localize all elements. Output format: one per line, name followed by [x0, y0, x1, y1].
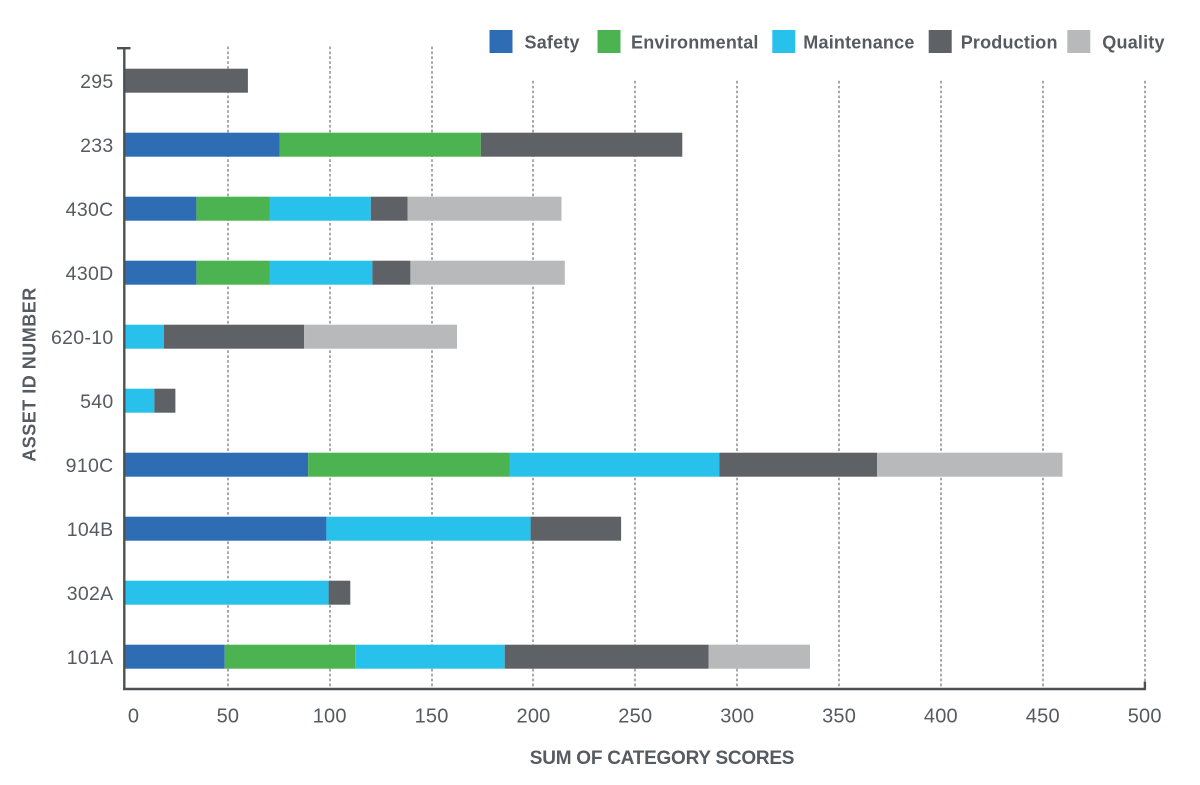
svg-text:450: 450 — [1026, 705, 1060, 727]
svg-text:Safety: Safety — [525, 33, 580, 53]
svg-text:350: 350 — [822, 705, 856, 727]
svg-text:430D: 430D — [66, 263, 114, 285]
svg-text:295: 295 — [80, 71, 113, 93]
svg-text:Environmental: Environmental — [631, 33, 759, 53]
svg-text:540: 540 — [80, 391, 113, 413]
svg-text:Quality: Quality — [1102, 33, 1164, 53]
svg-text:910C: 910C — [66, 455, 114, 477]
svg-text:500: 500 — [1128, 705, 1162, 727]
svg-text:430C: 430C — [66, 199, 114, 221]
svg-text:150: 150 — [415, 705, 449, 727]
svg-text:100: 100 — [313, 705, 347, 727]
svg-text:250: 250 — [618, 705, 652, 727]
svg-text:200: 200 — [517, 705, 551, 727]
svg-text:300: 300 — [720, 705, 754, 727]
svg-text:400: 400 — [924, 705, 958, 727]
svg-text:Production: Production — [961, 33, 1058, 53]
svg-text:Maintenance: Maintenance — [803, 33, 914, 53]
svg-text:50: 50 — [217, 705, 240, 727]
svg-text:101A: 101A — [67, 647, 114, 669]
svg-text:104B: 104B — [67, 519, 114, 541]
svg-text:SUM OF CATEGORY SCORES: SUM OF CATEGORY SCORES — [530, 748, 794, 769]
svg-text:ASSET ID NUMBER: ASSET ID NUMBER — [20, 287, 40, 462]
svg-text:620-10: 620-10 — [51, 327, 114, 349]
svg-text:0: 0 — [128, 705, 139, 727]
svg-text:302A: 302A — [67, 583, 114, 605]
svg-text:233: 233 — [80, 135, 113, 157]
